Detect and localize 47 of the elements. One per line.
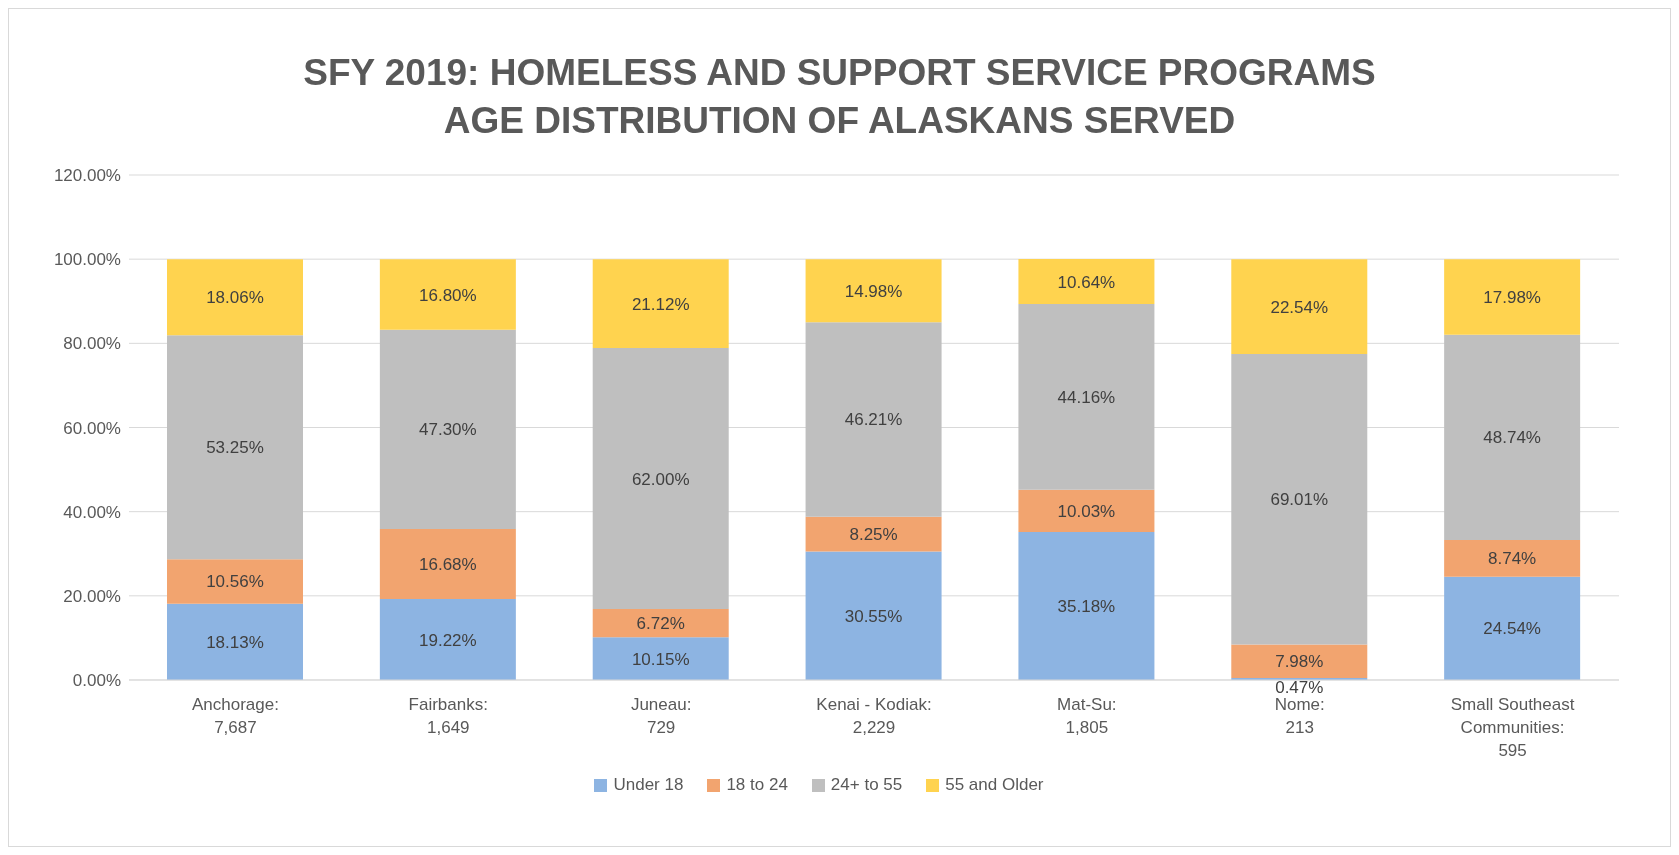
data-label: 62.00% bbox=[631, 469, 690, 489]
data-label: 21.12% bbox=[631, 294, 690, 314]
data-label: 8.74% bbox=[1488, 549, 1537, 569]
y-tick-label: 0.00% bbox=[72, 671, 121, 691]
data-label: 69.01% bbox=[1270, 490, 1329, 510]
data-label: 10.64% bbox=[1057, 272, 1116, 292]
data-label: 17.98% bbox=[1483, 288, 1541, 307]
data-label: 10.15% bbox=[631, 649, 690, 669]
data-label: 30.55% bbox=[844, 606, 903, 626]
data-label: 10.56% bbox=[206, 572, 264, 592]
data-label: 8.25% bbox=[849, 525, 898, 545]
data-label: 22.54% bbox=[1270, 297, 1329, 317]
x-tick-label: Anchorage: 7,687 bbox=[191, 695, 279, 737]
x-tick-label: Nome: 213 bbox=[1274, 695, 1325, 737]
x-tick-label: Small Southeast Communities: 595 bbox=[1450, 695, 1575, 760]
legend-label: 55 and Older bbox=[944, 775, 1044, 795]
legend-label: 24+ to 55 bbox=[829, 775, 903, 795]
data-label: 16.68% bbox=[419, 555, 477, 575]
data-label: 35.18% bbox=[1057, 596, 1116, 616]
data-label: 10.03% bbox=[1057, 501, 1116, 521]
y-tick-label: 120.00% bbox=[53, 166, 121, 186]
data-label: 47.30% bbox=[419, 420, 477, 440]
data-label: 24.54% bbox=[1483, 619, 1541, 639]
y-tick-label: 60.00% bbox=[63, 418, 121, 438]
data-label: 44.16% bbox=[1057, 387, 1116, 407]
data-label: 0.47% bbox=[1275, 678, 1324, 697]
y-tick-label: 40.00% bbox=[63, 502, 121, 522]
legend-label: 18 to 24 bbox=[725, 775, 788, 795]
data-label: 14.98% bbox=[844, 281, 903, 301]
legend-label: Under 18 bbox=[612, 775, 684, 795]
y-tick-label: 80.00% bbox=[63, 334, 121, 354]
chart-title: SFY 2019: HOMELESS AND SUPPORT SERVICE PROGRAMS AGE DISTRIBUTION OF ALASKANS SERVED bbox=[302, 51, 1377, 143]
y-tick-label: 100.00% bbox=[53, 250, 121, 270]
data-label: 7.98% bbox=[1275, 652, 1324, 672]
x-tick-label: Juneau: 729 bbox=[630, 695, 692, 737]
data-label: 18.13% bbox=[206, 632, 264, 652]
data-label: 53.25% bbox=[206, 438, 264, 458]
data-label: 6.72% bbox=[636, 614, 685, 634]
x-tick-label: Fairbanks: 1,649 bbox=[408, 695, 488, 737]
data-label: 48.74% bbox=[1483, 428, 1541, 448]
x-tick-label: Mat-Su: 1,805 bbox=[1057, 695, 1117, 737]
data-label: 18.06% bbox=[206, 288, 264, 308]
x-tick-label: Kenai - Kodiak: 2,229 bbox=[816, 695, 932, 737]
data-label: 16.80% bbox=[419, 285, 477, 305]
data-label: 46.21% bbox=[844, 410, 903, 430]
data-label: 19.22% bbox=[419, 630, 477, 650]
y-tick-label: 20.00% bbox=[63, 586, 121, 606]
